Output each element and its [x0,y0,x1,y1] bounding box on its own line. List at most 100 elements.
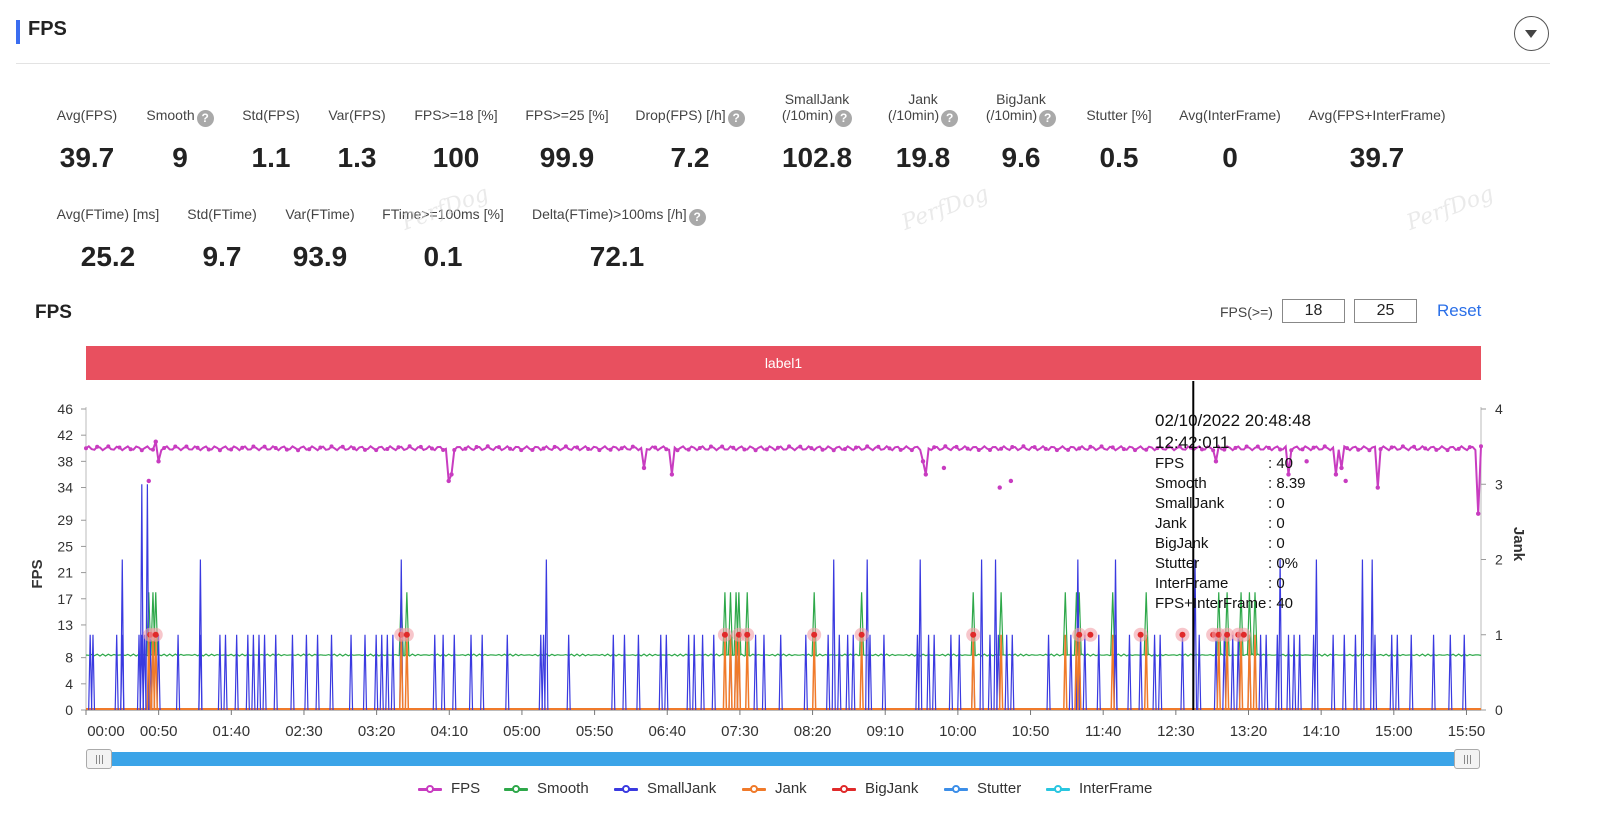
fps-threshold-high-input[interactable] [1354,299,1417,323]
smalljank-spike [948,634,953,711]
smalljank-spike [1258,634,1263,711]
label-bar[interactable]: label1 [86,346,1481,380]
fps-point [307,447,312,452]
tooltip-key: Jank [1155,515,1187,532]
smalljank-spike [1010,634,1015,711]
chart-legend: FPS Smooth SmallJank Jank BigJank Stutter Inte… [0,779,1600,799]
metric-avg-fps: Avg(FPS) 39.7 [2,107,172,177]
fps-point [842,447,847,452]
help-icon[interactable]: ? [196,110,214,127]
y2-tick-label: 4 [1495,401,1503,417]
smooth-series-line [85,653,1482,657]
legend-label: InterFrame [1079,780,1153,797]
legend-swatch-icon [418,785,442,793]
fps-point [976,448,981,453]
x-tick-label: 12:30 [1157,723,1195,740]
fps-point [787,444,792,449]
fps-point [1043,446,1048,451]
fps-point [775,445,780,450]
fps-point [385,446,390,451]
bigjank-point [858,631,865,638]
header-accent-bar [16,20,20,44]
fps-point [1099,444,1104,449]
time-range-slider[interactable] [86,749,1481,769]
smalljank-spike [538,634,543,711]
help-icon[interactable]: ? [1039,110,1057,127]
fps-point [954,444,959,449]
metric-stutter: Stutter [%] 0.5 [1034,107,1204,177]
legend-label: SmallJank [647,780,717,797]
metric-label: FTime>=100ms [%] [382,206,504,222]
metric-label: SmallJank (/10min)? [732,91,902,127]
collapse-button[interactable] [1514,16,1549,51]
fps-point [619,446,624,451]
smalljank-spike [658,634,663,711]
smalljank-spike [918,559,923,711]
smalljank-spike [374,634,379,711]
x-tick-label: 07:30 [721,723,759,740]
legend-label: Stutter [977,780,1022,797]
tooltip-key: Smooth [1155,475,1207,492]
smalljank-spike [245,634,250,711]
slider-left-handle[interactable] [86,749,112,769]
help-icon[interactable]: ? [835,110,853,127]
help-icon[interactable]: ? [727,110,745,127]
fps-threshold-label: FPS(>=) [1220,304,1273,320]
smalljank-spike [979,559,984,711]
tooltip-key: InterFrame [1155,575,1229,592]
help-icon[interactable]: ? [688,209,706,226]
fps-point [1066,447,1071,452]
section-header: FPS [0,0,1600,66]
smalljank-spike [692,634,697,711]
x-tick-label: 13:20 [1230,723,1268,740]
fps-point [686,447,691,452]
metric-label: Delta(FTime)>100ms [/h]? [532,206,706,226]
smalljank-spike [1353,634,1358,711]
smalljank-spike [544,559,549,711]
fps-point [675,448,680,453]
fps-point [407,444,412,449]
fps-point [363,447,367,452]
slider-track[interactable] [100,752,1467,766]
slider-right-handle[interactable] [1454,749,1480,769]
fps-point [184,444,189,449]
fps-point [418,444,423,449]
fps-point [1110,445,1115,450]
smalljank-spike [1197,634,1202,711]
smalljank-spike [1314,559,1319,711]
fps-point [1456,446,1461,451]
fps-point [128,447,133,452]
fps-point [1144,447,1149,452]
bigjank-point [721,631,728,638]
metric-bigjank: BigJank (/10min)? 9.6 [936,91,1106,177]
fps-point [95,444,100,449]
fps-point [1222,447,1227,452]
fps-point [742,447,747,452]
fps-point [1300,447,1305,452]
smalljank-spike [803,634,808,711]
reset-button[interactable]: Reset [1437,301,1482,320]
fps-dip-point [920,459,926,464]
fps-point [1054,448,1059,453]
fps-point [753,448,758,453]
x-tick-label: 01:40 [213,723,251,740]
y2-tick-label: 1 [1495,627,1503,643]
smalljank-spike [837,634,842,711]
fps-point [429,446,434,451]
metric-ftime-100ms: FTime>=100ms [%] 0.1 [358,206,528,276]
smalljank-spike [993,559,998,711]
smalljank-spike [700,634,705,711]
metric-smalljank: SmallJank (/10min)? 102.8 [732,91,902,177]
fps-dip-point [1375,485,1380,490]
fps-threshold-low-input[interactable] [1282,299,1345,323]
smalljank-spike [1264,634,1269,711]
help-icon[interactable]: ? [941,110,959,127]
metric-std-ftime: Std(FTime) 9.7 [137,206,307,276]
tooltip-value: : 8.39 [1268,475,1306,492]
fps-point [798,444,803,449]
tooltip-timestamp: 02/10/2022 20:48:48 [1155,411,1311,430]
jank-spike [1247,634,1252,711]
smalljank-spike [1180,634,1185,711]
smalljank-spike [1291,634,1297,711]
